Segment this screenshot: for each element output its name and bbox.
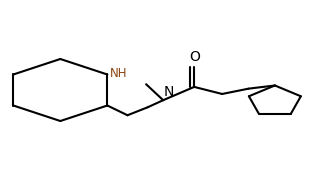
Text: NH: NH xyxy=(110,67,127,80)
Text: O: O xyxy=(189,50,200,64)
Text: N: N xyxy=(164,85,174,99)
